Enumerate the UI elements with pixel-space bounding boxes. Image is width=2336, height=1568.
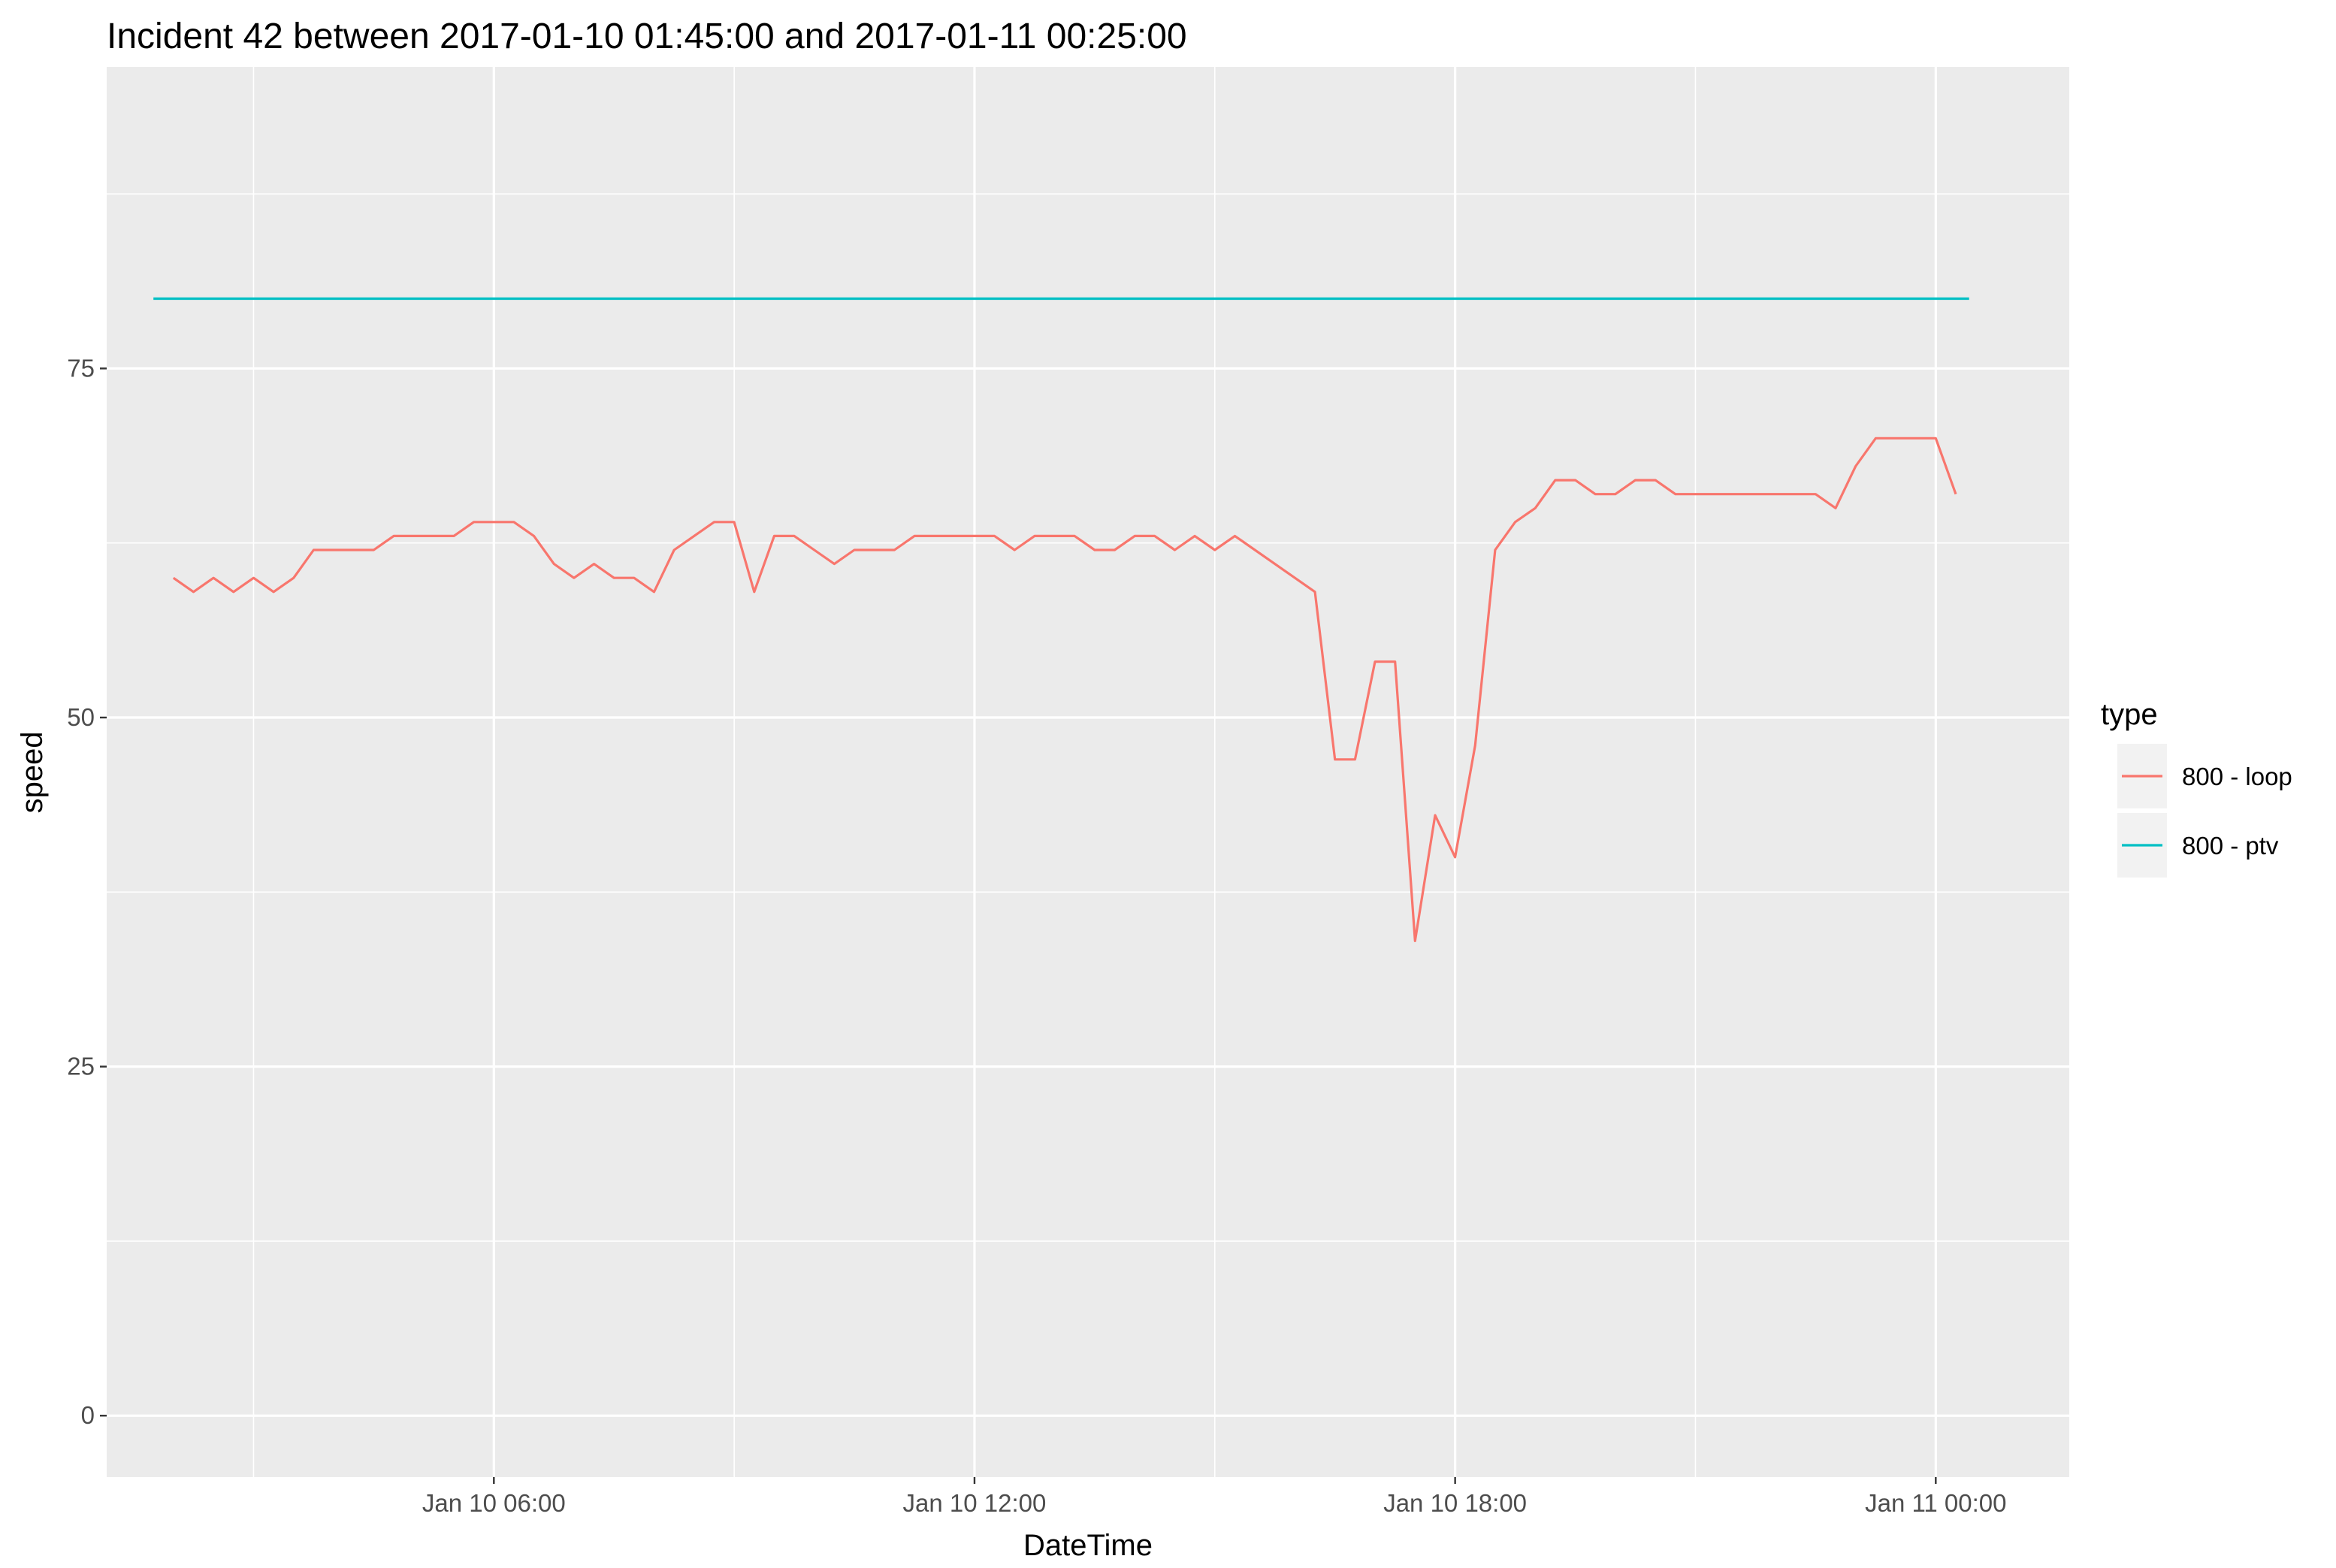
chart-title: Incident 42 between 2017-01-10 01:45:00 … [107, 17, 1187, 56]
x-axis-title: DateTime [1023, 1529, 1153, 1562]
x-axis: Jan 10 06:00 Jan 10 12:00 Jan 10 18:00 Jan … [422, 1477, 2007, 1517]
series-layer [153, 297, 1969, 943]
minor-grid [107, 67, 2069, 1477]
legend-label: 800 - loop [2182, 763, 2292, 790]
legend-title: type [2101, 698, 2158, 731]
x-tick-label: Jan 10 06:00 [422, 1489, 566, 1517]
y-tick-label: 75 [67, 354, 95, 382]
legend: type 800 - loop 800 - ptv [2101, 698, 2292, 878]
x-tick-label: Jan 10 12:00 [903, 1489, 1047, 1517]
series-line-1 [172, 437, 1957, 943]
plot-panel [107, 67, 2069, 1477]
x-tick-label: Jan 11 00:00 [1865, 1489, 2006, 1517]
y-tick-label: 50 [67, 703, 95, 731]
y-axis-title: speed [16, 732, 49, 814]
legend-label: 800 - ptv [2182, 832, 2279, 860]
x-tick-label: Jan 10 18:00 [1383, 1489, 1527, 1517]
major-grid [107, 67, 2069, 1477]
y-tick-label: 25 [67, 1053, 95, 1080]
y-tick-label: 0 [81, 1401, 95, 1429]
legend-items: 800 - loop 800 - ptv [2117, 744, 2292, 878]
y-axis: 0 25 50 75 [67, 354, 107, 1429]
